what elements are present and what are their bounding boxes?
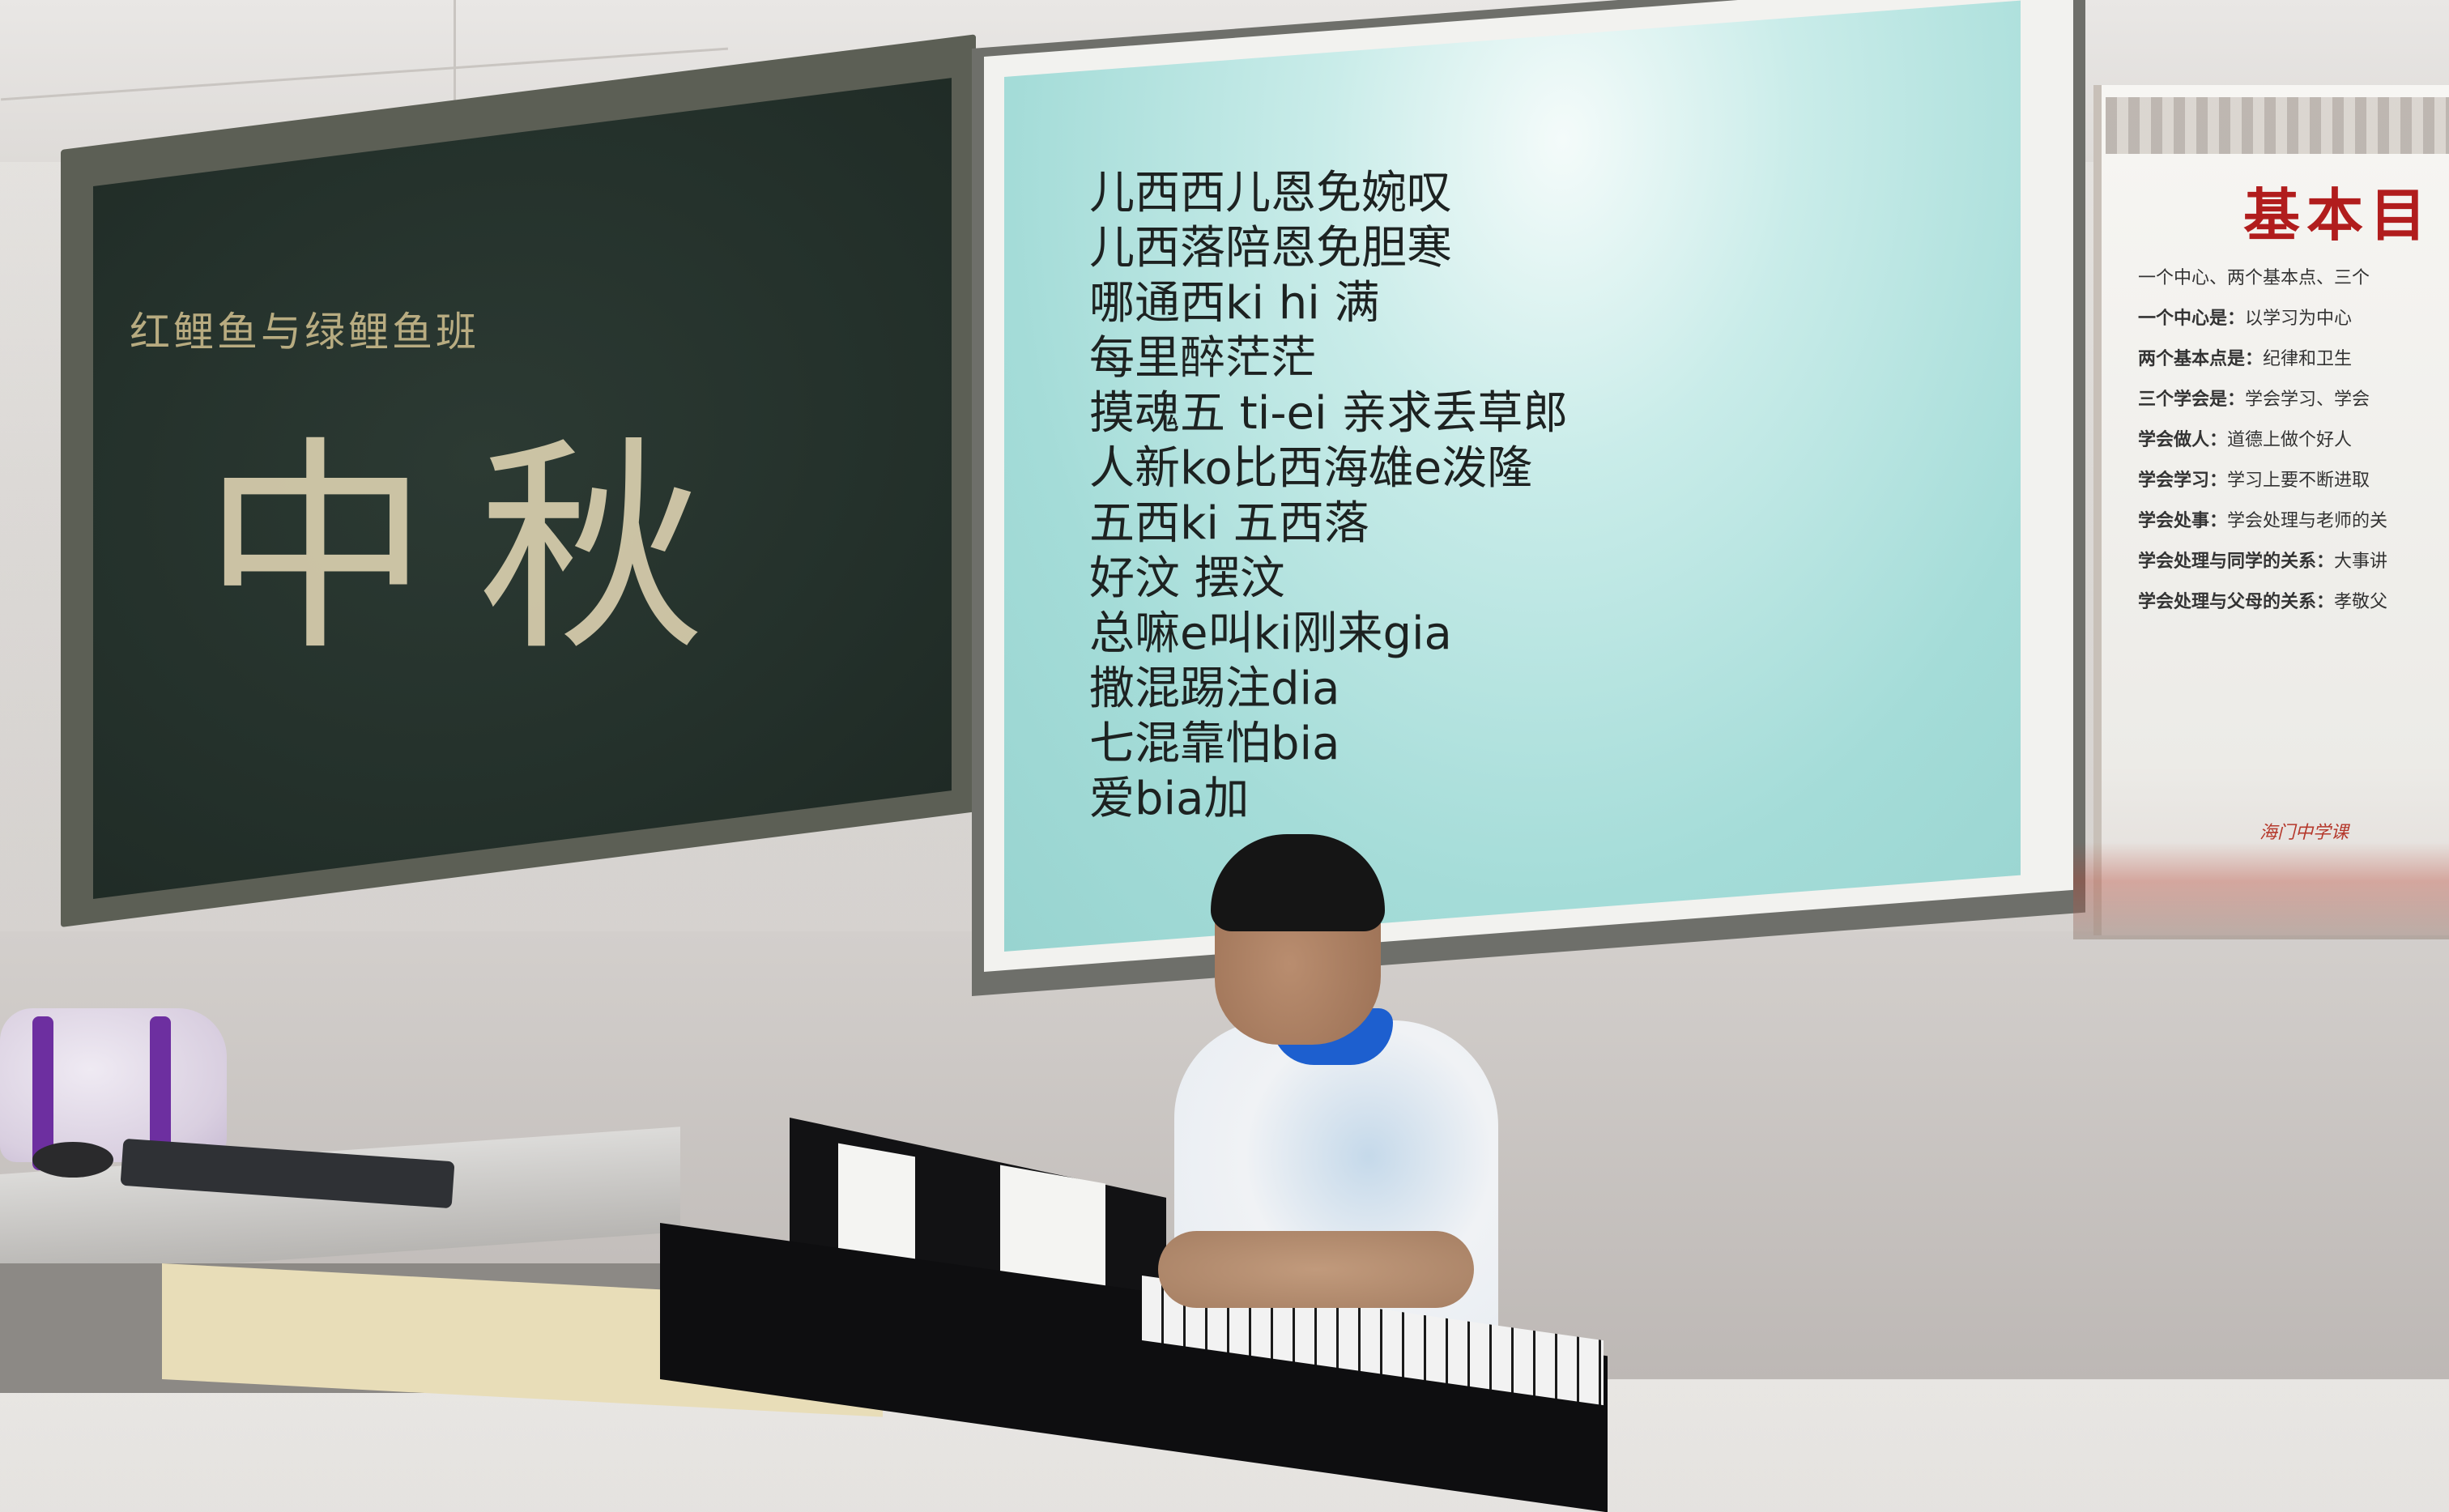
lyric-line: 哪通西ki hi 满 bbox=[1089, 277, 1380, 330]
poster-row: 学会处理与父母的关系：孝敬父 bbox=[2138, 591, 2449, 614]
poster-row-value: 一个中心、两个基本点、三个 bbox=[2138, 268, 2370, 288]
chalkboard-title: 中秋 bbox=[202, 418, 753, 682]
poster-row-value: 学会学习、学会 bbox=[2245, 390, 2370, 410]
poster-row-key: 两个基本点是： bbox=[2138, 349, 2264, 369]
poster-row-value: 学习上要不断进取 bbox=[2227, 471, 2370, 491]
poster-row-key: 学会做人： bbox=[2138, 430, 2228, 450]
poster-row-key: 学会处事： bbox=[2138, 511, 2228, 531]
poster-row-value: 孝敬父 bbox=[2334, 592, 2388, 612]
poster-row-value: 纪律和卫生 bbox=[2263, 349, 2353, 369]
poster-row: 学会做人：道德上做个好人 bbox=[2138, 429, 2449, 452]
poster-row-key: 一个中心是： bbox=[2138, 309, 2246, 329]
poster-row-key: 三个学会是： bbox=[2138, 390, 2246, 410]
poster-border-pattern bbox=[2106, 97, 2449, 154]
poster-title: 基本目 bbox=[2243, 181, 2433, 249]
poster-row-key: 学会学习： bbox=[2138, 471, 2228, 491]
poster-row-key: 学会处理与同学的关系： bbox=[2138, 552, 2335, 572]
lyric-line: 好汶 摆汶 bbox=[1089, 552, 1285, 605]
poster-row-value: 大事讲 bbox=[2334, 552, 2388, 572]
poster-row: 三个学会是：学会学习、学会 bbox=[2138, 389, 2449, 411]
chalkboard-subtitle: 红鲤鱼与绿鲤鱼班 bbox=[130, 309, 479, 356]
lyric-line: 儿西西儿恩免婉叹 bbox=[1089, 167, 1452, 219]
poster-row: 两个基本点是：纪律和卫生 bbox=[2138, 348, 2449, 371]
poster-decoration bbox=[2073, 842, 2449, 939]
lyric-line: 每里醉茫茫 bbox=[1089, 332, 1316, 385]
lyric-line: 摸魂五 ti-ei 亲求丢草郎 bbox=[1089, 387, 1569, 440]
poster-row: 一个中心是：以学习为中心 bbox=[2138, 308, 2449, 330]
student-hands bbox=[1158, 1231, 1474, 1308]
poster-row: 一个中心、两个基本点、三个 bbox=[2138, 267, 2449, 290]
poster-text: 一个中心、两个基本点、三个 一个中心是：以学习为中心 两个基本点是：纪律和卫生 三个学… bbox=[2138, 267, 2449, 632]
poster-row: 学会处事：学会处理与老师的关 bbox=[2138, 510, 2449, 533]
lyric-line: 总嘛e叫ki刚来gia bbox=[1089, 607, 1452, 660]
lyric-line: 爱bia加 bbox=[1089, 773, 1250, 825]
poster-footer: 海门中学课 bbox=[2259, 823, 2349, 843]
poster-row-value: 以学习为中心 bbox=[2245, 309, 2353, 329]
computer-mouse bbox=[32, 1142, 113, 1178]
lyric-line: 儿西落陪恩免胆寒 bbox=[1089, 222, 1452, 275]
lyric-line: 五西ki 五西落 bbox=[1089, 497, 1369, 550]
ceiling-panel-seam bbox=[454, 0, 456, 121]
wall-poster bbox=[2093, 85, 2449, 935]
poster-row-key: 学会处理与父母的关系： bbox=[2138, 592, 2335, 612]
poster-row-value: 道德上做个好人 bbox=[2227, 430, 2353, 450]
lyric-line: 撒混踢注dia bbox=[1089, 662, 1340, 715]
poster-row: 学会学习：学习上要不断进取 bbox=[2138, 470, 2449, 492]
projected-lyrics: 儿西西儿恩免婉叹 儿西落陪恩免胆寒 哪通西ki hi 满每里醉茫茫 摸魂五 ti-ei… bbox=[1089, 166, 1899, 827]
lyric-line: 人新ko比西海雄e泼隆 bbox=[1089, 442, 1533, 495]
lyric-line: 七混靠怕bia bbox=[1089, 718, 1340, 770]
student-hair bbox=[1211, 834, 1385, 931]
poster-row: 学会处理与同学的关系：大事讲 bbox=[2138, 551, 2449, 573]
poster-row-value: 学会处理与老师的关 bbox=[2227, 511, 2388, 531]
